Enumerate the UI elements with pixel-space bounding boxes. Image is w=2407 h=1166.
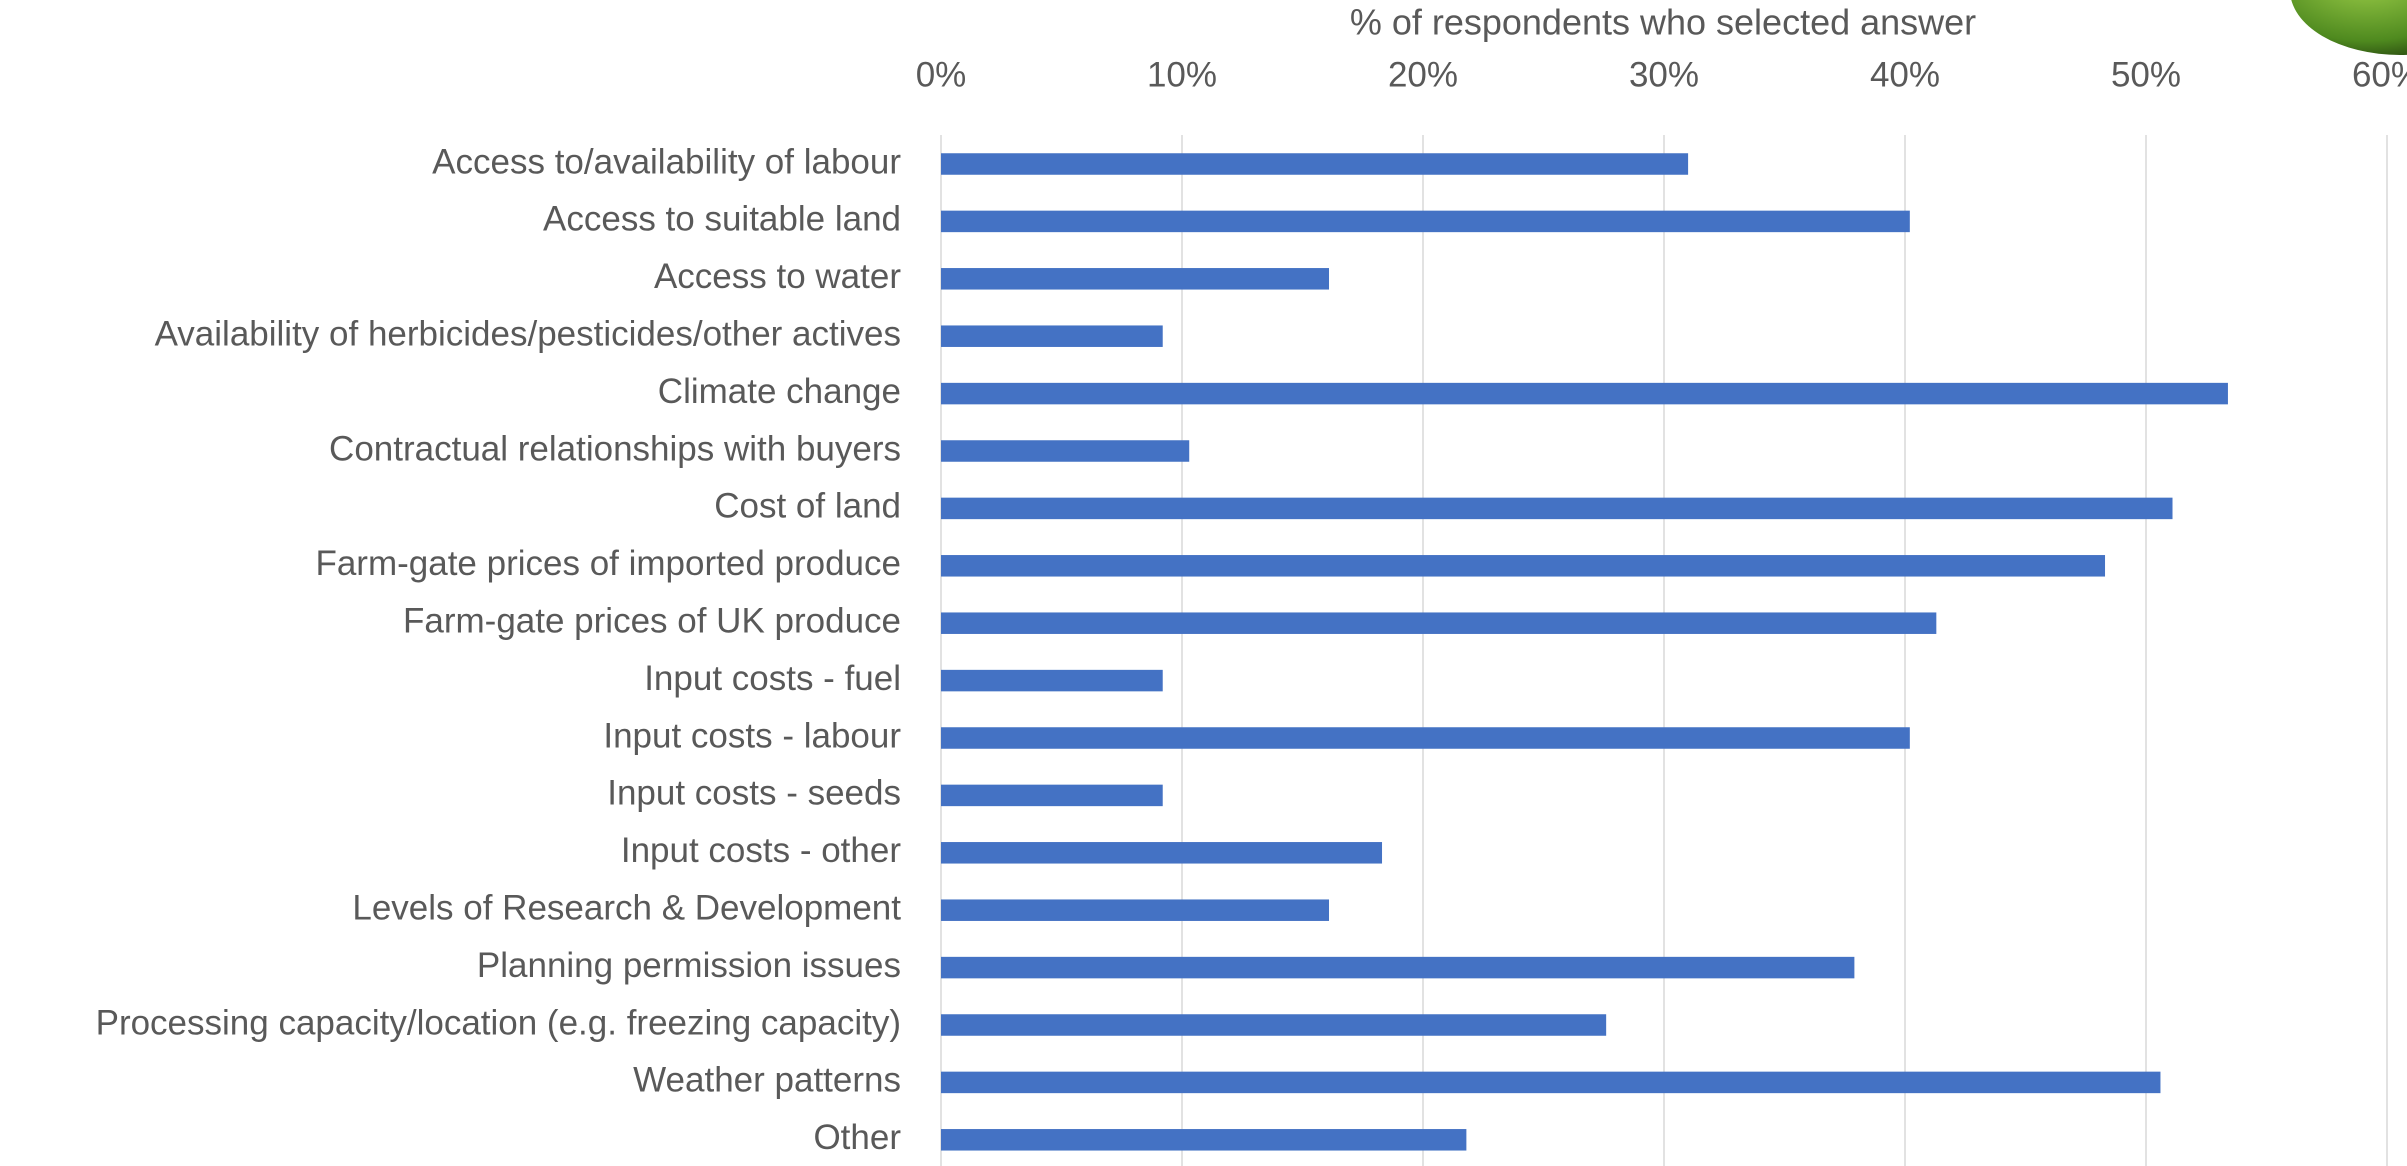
y-tick-label: Input costs - seeds bbox=[607, 774, 901, 813]
bar bbox=[941, 555, 2106, 577]
x-axis-title: % of respondents who selected answer bbox=[1350, 2, 1976, 43]
bar bbox=[941, 497, 2173, 520]
y-tick-label: Planning permission issues bbox=[477, 946, 901, 985]
y-tick-label: Access to suitable land bbox=[543, 200, 901, 239]
y-tick-label: Cost of land bbox=[714, 487, 901, 526]
bar bbox=[941, 1014, 1607, 1036]
y-tick-label: Access to/availability of labour bbox=[432, 142, 901, 181]
bar bbox=[941, 440, 1190, 462]
bar bbox=[941, 382, 2228, 405]
y-tick-label: Input costs - labour bbox=[603, 716, 901, 755]
bar bbox=[941, 669, 1163, 692]
y-tick-label: Climate change bbox=[658, 372, 901, 411]
y-tick-label: Input costs - fuel bbox=[644, 659, 901, 698]
y-tick-label: Access to water bbox=[654, 257, 901, 296]
x-tick-label: 30% bbox=[1629, 55, 1699, 94]
bar bbox=[941, 842, 1383, 864]
bar bbox=[941, 727, 1910, 749]
y-tick-label: Processing capacity/location (e.g. freez… bbox=[96, 1003, 901, 1042]
x-tick-label: 0% bbox=[916, 55, 967, 94]
y-tick-label: Weather patterns bbox=[633, 1061, 901, 1100]
bar bbox=[941, 612, 1937, 634]
x-tick-label: 10% bbox=[1147, 55, 1217, 94]
y-tick-label: Contractual relationships with buyers bbox=[329, 429, 901, 468]
bar bbox=[941, 784, 1163, 807]
bar bbox=[941, 325, 1163, 347]
y-tick-label: Farm-gate prices of imported produce bbox=[315, 544, 901, 583]
y-tick-label: Levels of Research & Development bbox=[352, 888, 901, 927]
bar bbox=[941, 210, 1910, 233]
y-tick-label: Input costs - other bbox=[621, 831, 901, 870]
bar bbox=[941, 899, 1330, 921]
x-tick-label: 60% bbox=[2352, 55, 2407, 94]
apple-decoration bbox=[2291, 0, 2407, 55]
bar bbox=[941, 956, 1855, 979]
x-tick-label: 40% bbox=[1870, 55, 1940, 94]
bar bbox=[941, 268, 1330, 290]
bar bbox=[941, 1129, 1467, 1151]
y-tick-label: Farm-gate prices of UK produce bbox=[403, 601, 901, 640]
bar bbox=[941, 153, 1689, 175]
x-tick-label: 20% bbox=[1388, 55, 1458, 94]
y-tick-label: Other bbox=[813, 1118, 901, 1157]
y-tick-label: Availability of herbicides/pesticides/ot… bbox=[155, 314, 901, 353]
bar bbox=[941, 1071, 2161, 1094]
x-tick-label: 50% bbox=[2111, 55, 2181, 94]
